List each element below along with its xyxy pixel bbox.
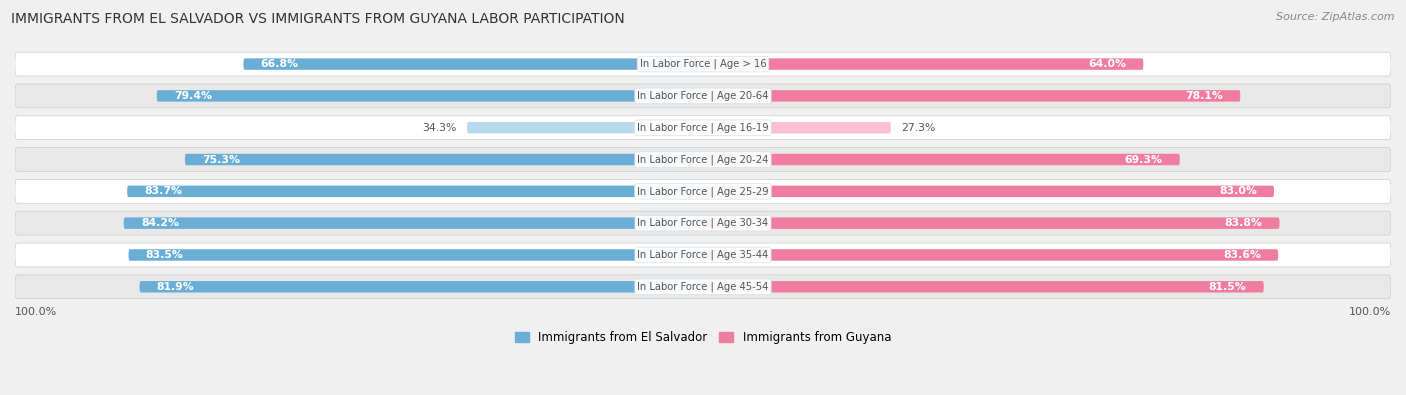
Text: In Labor Force | Age 35-44: In Labor Force | Age 35-44: [637, 250, 769, 260]
Text: 83.7%: 83.7%: [145, 186, 183, 196]
FancyBboxPatch shape: [703, 249, 1278, 261]
Text: 100.0%: 100.0%: [15, 307, 58, 316]
FancyBboxPatch shape: [156, 90, 703, 102]
Text: In Labor Force | Age 25-29: In Labor Force | Age 25-29: [637, 186, 769, 197]
Text: 83.5%: 83.5%: [146, 250, 184, 260]
FancyBboxPatch shape: [186, 154, 703, 165]
Text: In Labor Force | Age 20-24: In Labor Force | Age 20-24: [637, 154, 769, 165]
Text: In Labor Force | Age 45-54: In Labor Force | Age 45-54: [637, 282, 769, 292]
FancyBboxPatch shape: [15, 52, 1391, 76]
Text: In Labor Force | Age > 16: In Labor Force | Age > 16: [640, 59, 766, 70]
FancyBboxPatch shape: [15, 148, 1391, 171]
FancyBboxPatch shape: [703, 90, 1240, 102]
Text: IMMIGRANTS FROM EL SALVADOR VS IMMIGRANTS FROM GUYANA LABOR PARTICIPATION: IMMIGRANTS FROM EL SALVADOR VS IMMIGRANT…: [11, 12, 626, 26]
Text: 100.0%: 100.0%: [1348, 307, 1391, 316]
Text: In Labor Force | Age 30-34: In Labor Force | Age 30-34: [637, 218, 769, 228]
Text: 83.8%: 83.8%: [1225, 218, 1263, 228]
FancyBboxPatch shape: [467, 122, 703, 134]
FancyBboxPatch shape: [703, 186, 1274, 197]
FancyBboxPatch shape: [703, 58, 1143, 70]
Text: In Labor Force | Age 16-19: In Labor Force | Age 16-19: [637, 122, 769, 133]
Text: 64.0%: 64.0%: [1088, 59, 1126, 69]
FancyBboxPatch shape: [243, 58, 703, 70]
Text: 79.4%: 79.4%: [174, 91, 212, 101]
FancyBboxPatch shape: [15, 275, 1391, 299]
FancyBboxPatch shape: [127, 186, 703, 197]
Text: Source: ZipAtlas.com: Source: ZipAtlas.com: [1277, 12, 1395, 22]
Text: 84.2%: 84.2%: [141, 218, 179, 228]
FancyBboxPatch shape: [703, 281, 1264, 293]
FancyBboxPatch shape: [15, 116, 1391, 140]
Text: 81.9%: 81.9%: [156, 282, 194, 292]
Text: 66.8%: 66.8%: [260, 59, 298, 69]
FancyBboxPatch shape: [703, 217, 1279, 229]
FancyBboxPatch shape: [703, 154, 1180, 165]
FancyBboxPatch shape: [15, 243, 1391, 267]
Text: 69.3%: 69.3%: [1125, 154, 1163, 165]
Legend: Immigrants from El Salvador, Immigrants from Guyana: Immigrants from El Salvador, Immigrants …: [510, 326, 896, 348]
FancyBboxPatch shape: [703, 122, 891, 134]
Text: In Labor Force | Age 20-64: In Labor Force | Age 20-64: [637, 91, 769, 101]
Text: 34.3%: 34.3%: [422, 123, 457, 133]
FancyBboxPatch shape: [139, 281, 703, 293]
Text: 81.5%: 81.5%: [1209, 282, 1247, 292]
Text: 83.0%: 83.0%: [1219, 186, 1257, 196]
FancyBboxPatch shape: [15, 179, 1391, 203]
Text: 83.6%: 83.6%: [1223, 250, 1261, 260]
Text: 75.3%: 75.3%: [202, 154, 240, 165]
Text: 78.1%: 78.1%: [1185, 91, 1223, 101]
FancyBboxPatch shape: [128, 249, 703, 261]
FancyBboxPatch shape: [15, 211, 1391, 235]
Text: 27.3%: 27.3%: [901, 123, 935, 133]
FancyBboxPatch shape: [124, 217, 703, 229]
FancyBboxPatch shape: [15, 84, 1391, 108]
